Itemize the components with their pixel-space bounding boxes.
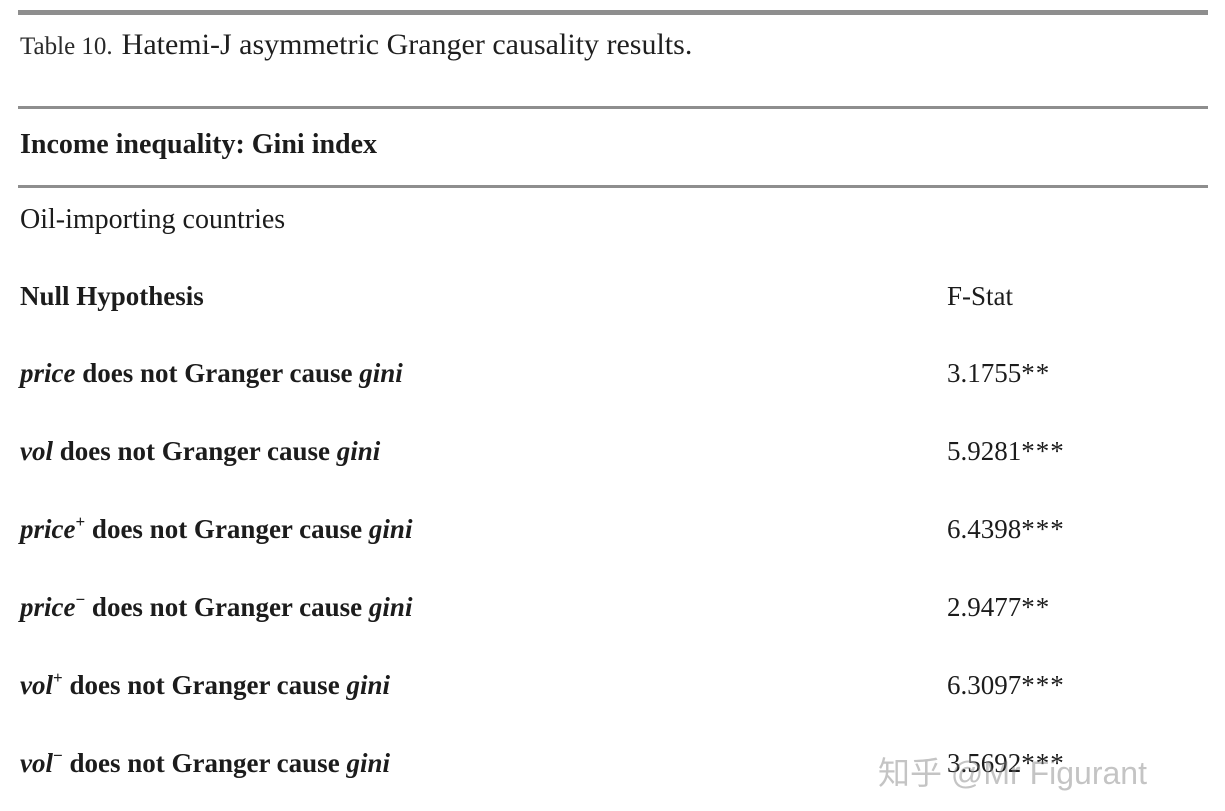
column-header-hypothesis: Null Hypothesis (20, 280, 204, 311)
cause-variable: vol− (20, 745, 63, 778)
hypothesis-text: does not Granger cause (62, 669, 347, 700)
fstat-value: 6.3097 (947, 669, 1022, 700)
significance-stars: ** (1021, 357, 1051, 388)
significance-stars: ** (1021, 591, 1051, 622)
section-header-row: Income inequality: Gini index (18, 105, 1209, 188)
fstat-value: 6.4398 (947, 513, 1022, 544)
variable-sign-superscript: + (53, 667, 63, 687)
variable-sign-superscript: + (75, 511, 86, 531)
section-header: Income inequality: Gini index (18, 105, 1209, 188)
fstat-cell: 6.4398*** (945, 492, 1208, 570)
results-table: Income inequality: Gini index Oil-import… (18, 105, 1209, 804)
hypothesis-text: does not Granger cause (75, 357, 360, 388)
effect-variable: gini (359, 357, 403, 388)
fstat-cell: 5.9281*** (945, 414, 1208, 492)
hypothesis-text: does not Granger cause (85, 513, 369, 544)
hypothesis-text: does not Granger cause (53, 435, 337, 466)
column-header-row: Null Hypothesis F-Stat (18, 258, 1208, 336)
table-caption-label: Table 10. (20, 33, 113, 60)
null-hypothesis-cell: vol does not Granger cause gini (18, 414, 945, 492)
significance-stars: *** (1021, 435, 1065, 466)
cause-variable: vol+ (20, 667, 63, 700)
fstat-cell: 3.1755** (945, 336, 1208, 414)
table-row: vol+ does not Granger cause gini 6.3097*… (18, 648, 1208, 726)
cause-variable: price (20, 357, 76, 388)
table-row: price− does not Granger cause gini 2.947… (18, 570, 1208, 648)
effect-variable: gini (368, 591, 413, 622)
page: Table 10. Hatemi-J asymmetric Granger cau… (0, 10, 1225, 811)
cause-variable: price+ (20, 511, 86, 544)
column-header-fstat: F-Stat (947, 280, 1014, 311)
table-caption-title: Hatemi-J asymmetric Granger causality re… (121, 28, 693, 61)
cause-variable: price− (20, 589, 86, 622)
group-header-row: Oil-importing countries (18, 186, 1208, 258)
table-body: Income inequality: Gini index Oil-import… (18, 105, 1209, 804)
variable-sign-superscript: − (53, 745, 63, 765)
fstat-value: 3.1755 (947, 357, 1022, 388)
cause-variable: vol (20, 435, 53, 466)
group-header: Oil-importing countries (20, 203, 286, 235)
null-hypothesis-cell: vol− does not Granger cause gini (18, 726, 945, 804)
effect-variable: gini (336, 435, 381, 466)
hypothesis-text: does not Granger cause (62, 747, 347, 778)
fstat-cell: 3.5692*** (945, 726, 1208, 804)
fstat-cell: 2.9477** (945, 570, 1208, 648)
fstat-value: 3.5692 (947, 747, 1022, 778)
table-row: vol− does not Granger cause gini 3.5692*… (18, 726, 1208, 804)
table-row: price does not Granger cause gini 3.1755… (18, 336, 1208, 414)
table-row: vol does not Granger cause gini 5.9281**… (18, 414, 1208, 492)
table-container: Table 10. Hatemi-J asymmetric Granger cau… (18, 10, 1209, 804)
table-caption: Table 10. Hatemi-J asymmetric Granger cau… (18, 10, 1208, 106)
fstat-value: 5.9281 (947, 435, 1022, 466)
significance-stars: *** (1021, 513, 1065, 544)
fstat-cell: 6.3097*** (945, 648, 1208, 726)
null-hypothesis-cell: vol+ does not Granger cause gini (18, 648, 945, 726)
significance-stars: *** (1021, 747, 1065, 778)
variable-sign-superscript: − (75, 589, 86, 609)
null-hypothesis-cell: price does not Granger cause gini (18, 336, 945, 414)
effect-variable: gini (368, 513, 413, 544)
fstat-value: 2.9477 (947, 591, 1022, 622)
null-hypothesis-cell: price− does not Granger cause gini (18, 570, 945, 648)
effect-variable: gini (346, 747, 390, 778)
significance-stars: *** (1021, 669, 1065, 700)
null-hypothesis-cell: price+ does not Granger cause gini (18, 492, 945, 570)
hypothesis-text: does not Granger cause (85, 591, 369, 622)
table-row: price+ does not Granger cause gini 6.439… (18, 492, 1208, 570)
effect-variable: gini (346, 669, 390, 700)
